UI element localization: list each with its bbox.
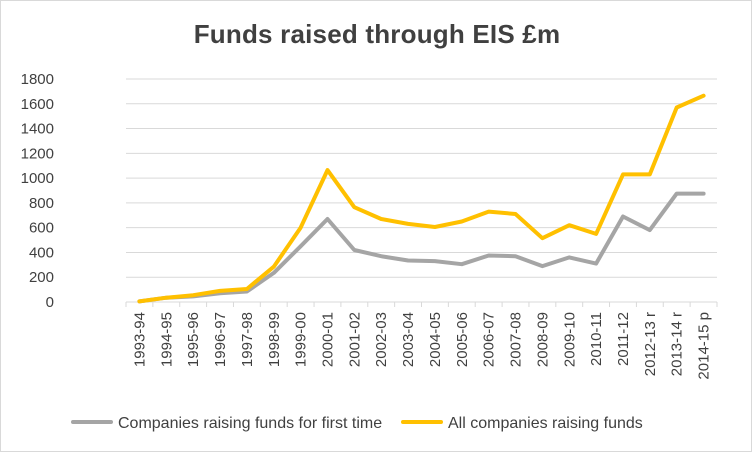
- x-tick-label: 1994-95: [158, 312, 175, 367]
- data-point-1: [325, 217, 329, 221]
- data-point-2: [460, 219, 464, 223]
- x-tick-label: 2006-07: [481, 312, 498, 367]
- data-point-2: [487, 210, 491, 214]
- x-tick-label: 2005-06: [454, 312, 471, 367]
- y-tick-label: 1000: [21, 170, 54, 187]
- y-tick-label: 0: [46, 294, 54, 311]
- data-point-2: [352, 205, 356, 209]
- data-point-2: [218, 289, 222, 293]
- x-tick-label: 2002-03: [373, 312, 390, 367]
- y-tick-label: 600: [29, 220, 54, 237]
- x-tick-label: 2003-04: [400, 312, 417, 367]
- y-tick-label: 200: [29, 269, 54, 286]
- data-point-1: [379, 254, 383, 258]
- data-point-1: [648, 228, 652, 232]
- data-point-1: [594, 262, 598, 266]
- series-line-1: [137, 191, 706, 304]
- data-point-1: [487, 254, 491, 258]
- data-point-2: [567, 223, 571, 227]
- y-tick-label: 1800: [21, 71, 54, 88]
- x-tick-label: 2014-15 p: [696, 312, 713, 380]
- x-tick-label: 2012-13 r: [642, 312, 659, 376]
- data-point-2: [325, 168, 329, 172]
- data-point-2: [621, 172, 625, 176]
- data-point-1: [433, 259, 437, 263]
- x-tick-label: 2007-08: [508, 312, 525, 367]
- series-line-2: [137, 93, 706, 304]
- x-tick-label: 2010-11: [588, 312, 605, 366]
- data-point-2: [406, 222, 410, 226]
- data-point-2: [379, 217, 383, 221]
- x-tick-label: 1996-97: [212, 312, 229, 367]
- y-tick-label: 1200: [21, 145, 54, 162]
- x-tick-label: 2009-10: [561, 312, 578, 367]
- y-tick-label: 800: [29, 195, 54, 212]
- x-tick-label: 1999-00: [293, 312, 310, 367]
- y-tick-label: 1400: [21, 121, 54, 138]
- data-point-1: [352, 248, 356, 252]
- data-point-2: [299, 226, 303, 230]
- data-point-1: [299, 244, 303, 248]
- data-point-1: [702, 192, 706, 196]
- legend-label-2: All companies raising funds: [448, 415, 643, 432]
- x-tick-label: 2013-14 r: [669, 312, 686, 376]
- y-tick-label: 400: [29, 244, 54, 261]
- data-point-1: [406, 258, 410, 262]
- data-point-2: [191, 293, 195, 297]
- data-point-1: [272, 271, 276, 275]
- data-point-2: [594, 232, 598, 236]
- x-tick-label: 2004-05: [427, 312, 444, 367]
- legend-label-1: Companies raising funds for first time: [118, 415, 382, 432]
- data-point-1: [460, 262, 464, 266]
- data-point-2: [675, 105, 679, 109]
- data-point-2: [433, 225, 437, 229]
- x-tick-label: 1997-98: [239, 312, 256, 367]
- x-tick-label: 1993-94: [131, 312, 148, 367]
- data-point-2: [245, 287, 249, 291]
- x-tick-label: 2008-09: [534, 312, 551, 367]
- data-point-2: [514, 212, 518, 216]
- data-point-1: [540, 264, 544, 268]
- data-point-1: [675, 192, 679, 196]
- x-tick-label: 1998-99: [266, 312, 283, 367]
- data-point-2: [164, 296, 168, 300]
- data-point-2: [540, 236, 544, 240]
- data-point-2: [272, 265, 276, 269]
- x-tick-label: 1995-96: [185, 312, 202, 367]
- data-point-2: [137, 299, 141, 303]
- data-point-2: [648, 172, 652, 176]
- x-tick-label: 2011-12: [615, 312, 632, 366]
- data-point-1: [514, 254, 518, 258]
- y-tick-label: 1600: [21, 96, 54, 113]
- data-point-2: [702, 94, 706, 98]
- x-tick-label: 2001-02: [346, 312, 363, 367]
- data-point-1: [567, 255, 571, 259]
- x-tick-label: 2000-01: [319, 312, 336, 367]
- data-point-1: [621, 215, 625, 219]
- chart-title: Funds raised through EIS £m: [193, 19, 561, 49]
